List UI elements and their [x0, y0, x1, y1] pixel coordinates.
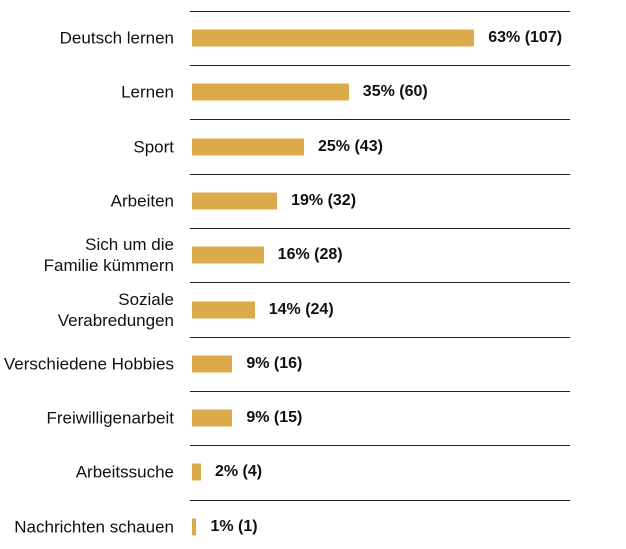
row-separator	[190, 445, 570, 447]
data-label: 19% (32)	[291, 191, 357, 209]
category-label: Nachrichten schauen	[14, 517, 174, 537]
category-label: Sich um die Familie kümmern	[43, 235, 174, 276]
data-label: 16% (28)	[277, 246, 343, 264]
bar	[192, 355, 233, 373]
bar	[192, 463, 201, 481]
category-label: Arbeiten	[110, 191, 174, 211]
row-separator	[190, 10, 570, 12]
data-label: 1% (1)	[210, 517, 258, 535]
bar	[192, 246, 264, 264]
category-label: Soziale Verabredungen	[57, 289, 174, 330]
row-separator	[190, 228, 570, 230]
row-separator	[190, 119, 570, 121]
data-label: 63% (107)	[488, 29, 563, 46]
category-label: Verschiedene Hobbies	[3, 354, 174, 374]
row-separator	[190, 173, 570, 175]
category-label: Deutsch lernen	[59, 28, 174, 48]
row-separator	[190, 65, 570, 67]
row-separator	[190, 336, 570, 338]
bar	[192, 301, 255, 318]
bar	[192, 409, 233, 427]
bar	[192, 518, 197, 536]
bar	[192, 138, 304, 156]
bar	[192, 83, 349, 101]
bar	[192, 29, 475, 47]
category-label: Lernen	[121, 82, 174, 102]
row-separator	[190, 499, 570, 501]
category-label: Sport	[133, 137, 174, 157]
bar	[192, 192, 278, 210]
row-separator	[190, 282, 570, 284]
data-label: 35% (60)	[362, 83, 428, 101]
category-label: Freiwilligenarbeit	[46, 408, 174, 428]
data-label: 9% (16)	[246, 354, 303, 372]
data-label: 14% (24)	[268, 300, 334, 318]
data-label: 25% (43)	[318, 137, 383, 155]
row-separator	[190, 390, 570, 392]
data-label: 2% (4)	[214, 463, 263, 481]
data-label: 9% (15)	[246, 409, 303, 427]
category-label: Arbeitssuche	[75, 462, 174, 482]
